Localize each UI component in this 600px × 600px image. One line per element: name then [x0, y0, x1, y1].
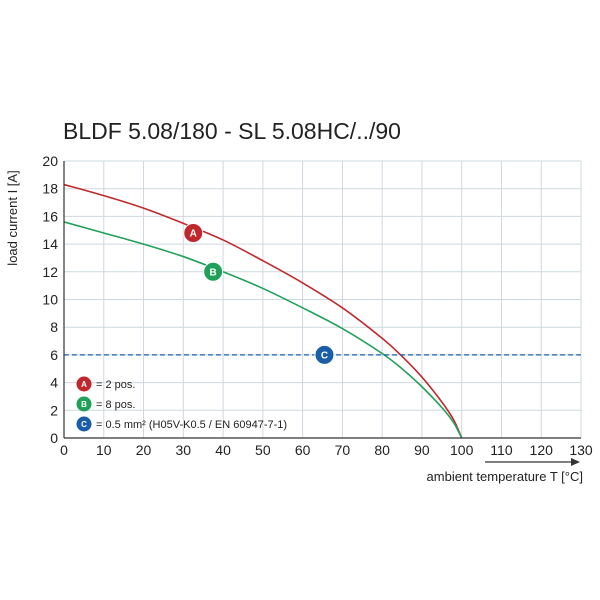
tick-labels: 0 10 20 30 40 50 60 70 80 90 100 110 120 130 0 2 4 6 8 10 12…: [42, 153, 592, 458]
y-tick-label: 4: [50, 375, 58, 391]
y-tick-label: 18: [42, 181, 58, 197]
x-tick-label: 0: [60, 442, 68, 458]
legend: A = 2 pos. B = 8 pos. C = 0.5 mm² (H05V-K0.5 …: [76, 376, 287, 432]
marker-a-badge: [183, 223, 204, 244]
y-tick-label: 2: [50, 402, 58, 418]
series-line-b: [63, 221, 463, 439]
marker-b-letter: B: [210, 267, 217, 278]
x-tick-label: 110: [490, 442, 513, 458]
y-tick-label: 6: [50, 347, 58, 363]
x-axis-label: ambient temperature T [°C]: [427, 469, 583, 484]
x-tick-label: 120: [530, 442, 554, 458]
x-tick-label: 80: [374, 442, 390, 458]
x-tick-label: 10: [96, 442, 112, 458]
legend-label-c: = 0.5 mm² (H05V-K0.5 / EN 60947-7-1): [96, 419, 287, 431]
legend-letter-a: A: [81, 380, 87, 389]
x-tick-label: 100: [450, 442, 474, 458]
y-tick-label: 20: [42, 153, 58, 169]
legend-letter-c: C: [81, 420, 87, 429]
y-axis-label: load current I [A]: [5, 170, 20, 265]
x-tick-label: 90: [414, 442, 430, 458]
axes: [63, 161, 581, 466]
curve-markers: A B C: [183, 223, 335, 365]
series-layer: [63, 183, 581, 439]
grid: [64, 160, 582, 438]
marker-b-badge: [203, 261, 224, 282]
y-tick-label: 14: [42, 236, 58, 252]
legend-label-a: = 2 pos.: [96, 379, 135, 391]
x-axis-arrow-head: [571, 458, 580, 466]
series-line-a: [63, 183, 463, 439]
x-tick-label: 60: [295, 442, 311, 458]
y-tick-label: 12: [42, 264, 58, 280]
chart-title: BLDF 5.08/180 - SL 5.08HC/../90: [63, 118, 401, 144]
y-tick-label: 0: [50, 430, 58, 446]
y-tick-label: 8: [50, 319, 58, 335]
x-tick-label: 20: [136, 442, 152, 458]
legend-label-b: = 8 pos.: [96, 399, 135, 411]
x-tick-label: 70: [335, 442, 351, 458]
legend-badge-b: [76, 396, 92, 412]
y-tick-label: 10: [42, 292, 58, 308]
marker-a-letter: A: [190, 229, 197, 240]
x-tick-label: 130: [569, 442, 593, 458]
x-tick-label: 50: [255, 442, 271, 458]
marker-c-letter: C: [321, 350, 328, 361]
legend-badge-c: [76, 416, 92, 432]
y-tick-label: 16: [42, 208, 58, 224]
marker-c-badge: [314, 344, 335, 365]
legend-badge-a: [76, 376, 92, 392]
legend-letter-b: B: [81, 400, 87, 409]
x-tick-label: 40: [215, 442, 231, 458]
x-tick-label: 30: [176, 442, 192, 458]
